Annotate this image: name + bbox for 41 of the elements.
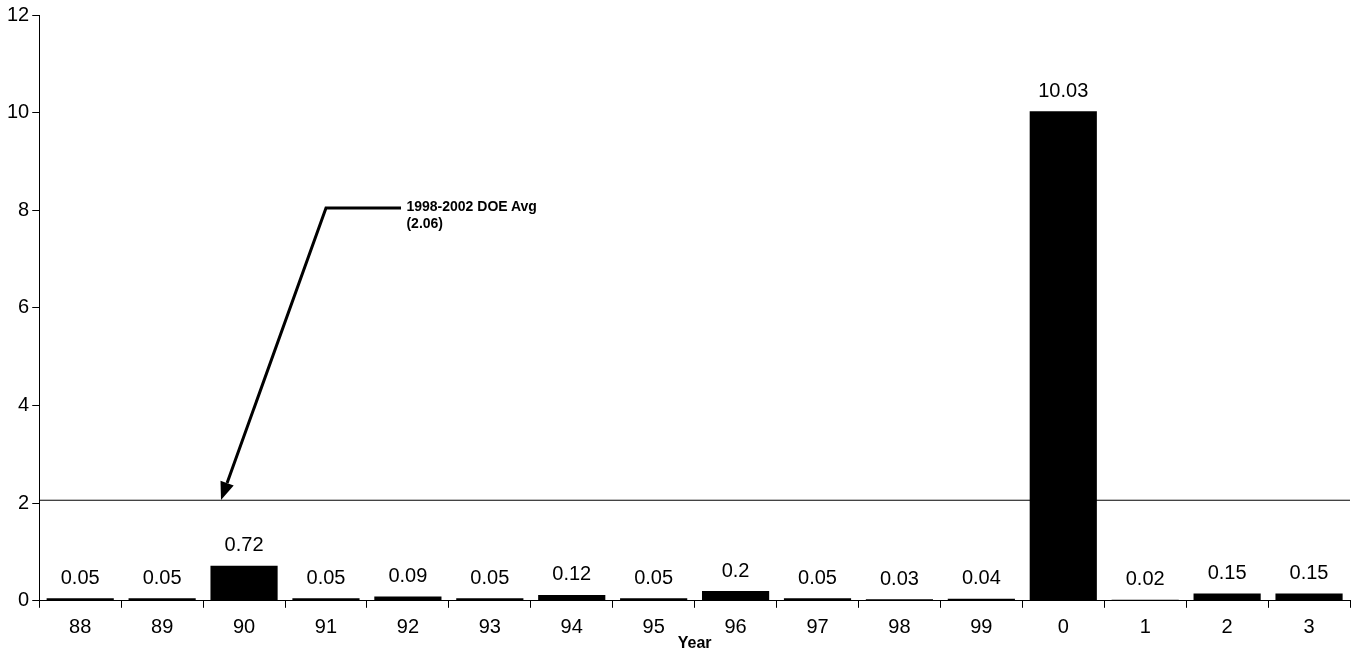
data-label: 0.05 [470, 565, 510, 588]
data-label: 0.05 [306, 565, 346, 588]
data-label: 0.12 [552, 562, 592, 585]
data-label: 0.15 [1207, 560, 1247, 583]
x-tick-label: 94 [560, 615, 583, 638]
x-tick-label: 3 [1303, 615, 1315, 638]
x-tick-label: 90 [232, 615, 256, 638]
x-tick-label: 99 [970, 615, 993, 638]
data-label: 0.09 [388, 563, 428, 586]
x-axis-title: Year [677, 633, 712, 651]
y-tick-label: 12 [7, 2, 30, 25]
y-tick-label: 8 [18, 197, 30, 220]
data-label: 0.05 [634, 565, 674, 588]
x-tick-label: 2 [1221, 615, 1233, 638]
x-tick-label: 0 [1057, 615, 1069, 638]
data-label: 0.05 [60, 565, 100, 588]
x-tick-label: 96 [724, 615, 747, 638]
x-tick-label: 97 [806, 615, 829, 638]
data-label: 0.03 [879, 566, 919, 589]
data-label: 0.05 [798, 565, 837, 588]
data-label: 0.2 [721, 558, 750, 581]
x-tick-label: 93 [478, 615, 501, 638]
data-label: 0.72 [224, 533, 264, 556]
x-tick-label: 88 [69, 615, 92, 638]
x-tick-label: 95 [642, 615, 665, 638]
x-tick-label: 91 [314, 615, 338, 638]
data-label: 10.03 [1038, 78, 1089, 101]
x-tick-label: 92 [396, 615, 420, 638]
x-tick-label: 1 [1139, 615, 1151, 638]
x-tick-label: 89 [151, 615, 174, 638]
y-tick-label: 0 [18, 588, 30, 611]
data-label: 0.05 [142, 565, 182, 588]
data-label: 0.04 [961, 566, 1001, 589]
data-label: 0.02 [1125, 567, 1165, 590]
y-tick-label: 6 [18, 295, 30, 318]
data-label: 0.15 [1289, 560, 1329, 583]
y-tick-label: 2 [18, 490, 30, 513]
ref-line-label: 1998-2002 DOE Avg (2.06) [406, 198, 537, 232]
y-tick-label: 4 [18, 393, 30, 416]
x-tick-label: 98 [888, 615, 911, 638]
y-tick-label: 10 [7, 100, 30, 123]
